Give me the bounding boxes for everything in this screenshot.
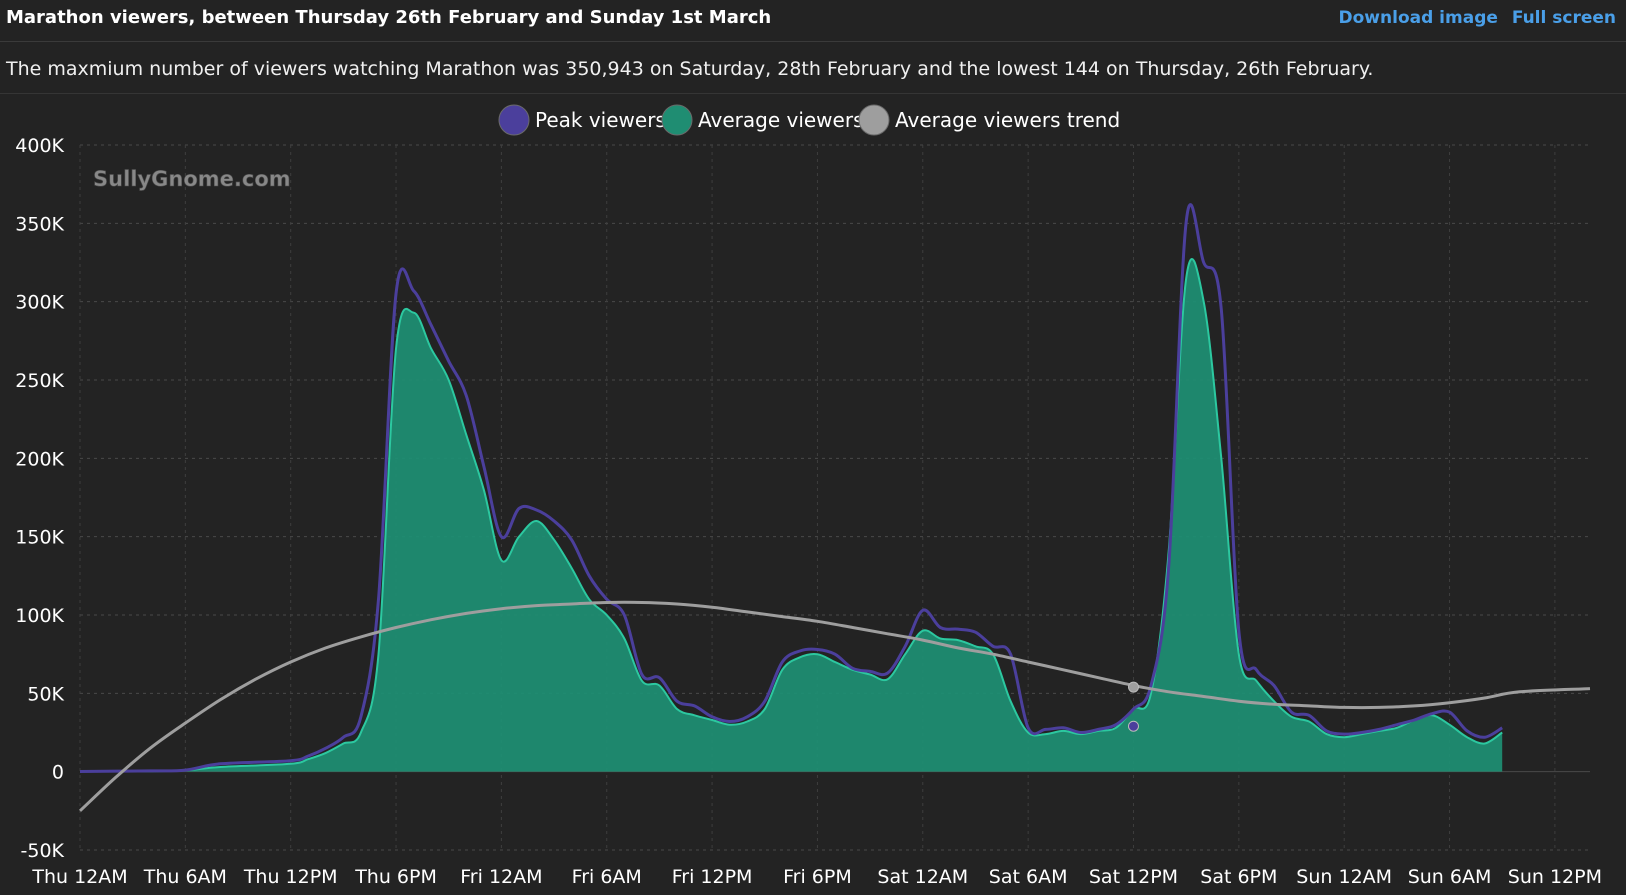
y-tick-label: 200K xyxy=(15,448,64,470)
y-tick-label: 300K xyxy=(15,292,64,314)
legend-swatch xyxy=(858,104,890,136)
x-tick-label: Sun 12PM xyxy=(1508,866,1602,888)
chart-title: Marathon viewers, between Thursday 26th … xyxy=(6,7,772,28)
watermark-logo: SullyGnome.com xyxy=(93,167,291,191)
average-viewers-trend-line xyxy=(78,600,1591,812)
legend-label: Peak viewers xyxy=(535,108,666,132)
x-tick-label: Sat 6AM xyxy=(989,866,1068,888)
full-screen-link[interactable]: Full screen xyxy=(1511,8,1616,28)
x-tick-label: Thu 12AM xyxy=(31,866,127,888)
legend-swatch xyxy=(498,104,530,136)
divider xyxy=(0,93,1626,94)
x-tick-label: Sun 6AM xyxy=(1408,866,1492,888)
x-tick-label: Thu 6AM xyxy=(143,866,227,888)
download-image-link[interactable]: Download image xyxy=(1338,8,1498,28)
y-tick-label: -50K xyxy=(21,840,65,862)
viewers-chart: 400K 350K 300K 250K 200K 150K 100K 50K 0 -50K Thu … xyxy=(15,104,1602,888)
y-tick-label: 50K xyxy=(27,683,64,705)
data-point-marker xyxy=(1127,720,1139,732)
chart-actions: Download image Full screen xyxy=(1331,8,1616,28)
x-tick-label: Fri 12AM xyxy=(460,866,542,888)
y-tick-label: 100K xyxy=(15,605,64,627)
chart-header: Marathon viewers, between Thursday 26th … xyxy=(0,0,1626,42)
x-tick-label: Fri 12PM xyxy=(672,866,753,888)
data-point-marker xyxy=(1127,681,1139,693)
average-viewers-line xyxy=(79,258,1503,773)
x-tick-label: Sat 12AM xyxy=(877,866,968,888)
legend-label: Average viewers trend xyxy=(895,108,1120,132)
y-tick-label: 150K xyxy=(15,527,64,549)
y-tick-label: 350K xyxy=(15,213,64,235)
x-tick-label: Thu 6PM xyxy=(354,866,437,888)
average-viewers-area xyxy=(80,259,1503,772)
legend-label: Average viewers xyxy=(698,108,864,132)
summary-text: The maxmium number of viewers watching M… xyxy=(6,58,1374,80)
y-tick-label: 250K xyxy=(15,370,64,392)
x-tick-label: Sat 6PM xyxy=(1200,866,1277,888)
y-tick-label: 400K xyxy=(15,135,64,157)
x-tick-label: Sat 12PM xyxy=(1089,866,1178,888)
x-tick-label: Sun 12AM xyxy=(1296,866,1392,888)
x-tick-label: Thu 12PM xyxy=(243,866,338,888)
x-tick-label: Fri 6AM xyxy=(572,866,642,888)
legend-swatch xyxy=(661,104,693,136)
y-tick-label: 0 xyxy=(52,762,64,784)
x-tick-label: Fri 6PM xyxy=(783,866,852,888)
peak-viewers-line xyxy=(79,203,1503,773)
